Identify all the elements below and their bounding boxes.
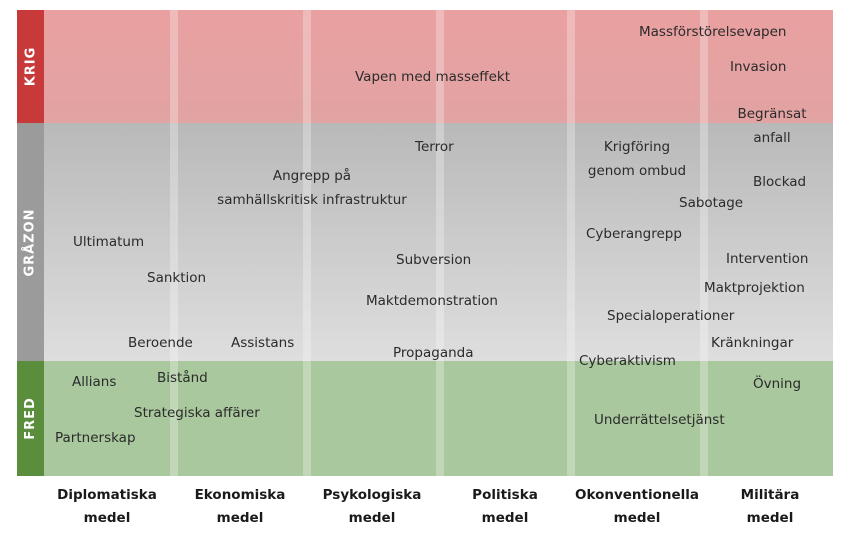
column-label-line1: Politiska [472,487,538,503]
item-massforstorelsevapen: Massförstörelsevapen [639,24,787,40]
column-label-ekonomiska: Ekonomiska medel [175,484,305,530]
item-begransat-anfall-line2: anfall [753,130,791,146]
item-maktprojektion: Maktprojektion [704,280,805,296]
item-allians: Allians [72,374,117,390]
item-ultimatum: Ultimatum [73,234,145,250]
item-begransat-anfall-line1: Begränsat [737,106,807,122]
item-specialoperationer: Specialoperationer [607,308,735,324]
item-propaganda: Propaganda [393,345,474,361]
column-label-line2: medel [348,510,396,526]
item-krigforing-line1: Krigföring [603,139,671,155]
column-label-line2: medel [83,510,131,526]
item-krigforing-line2: genom ombud [587,163,687,179]
column-label-line1: Diplomatiska [57,487,157,503]
column-label-line1: Militära [740,487,800,503]
column-divider [567,10,575,476]
column-divider [700,10,708,476]
column-label-line1: Psykologiska [322,487,422,503]
krig-band [44,10,833,123]
column-label-line2: medel [613,510,661,526]
column-label-line1: Ekonomiska [194,487,286,503]
column-label-psykologiska: Psykologiska medel [307,484,437,530]
item-underrattelsetjanst: Underrättelsetjänst [594,412,725,428]
column-label-line2: medel [746,510,794,526]
column-label-militara: Militära medel [705,484,835,530]
column-divider [170,10,178,476]
item-invasion: Invasion [730,59,787,75]
column-divider [436,10,444,476]
item-maktdemonstration: Maktdemonstration [366,293,498,309]
grazon-band [44,123,833,361]
item-cyberaktivism: Cyberaktivism [579,353,676,369]
item-blockad: Blockad [753,174,807,190]
item-angrepp-line1: Angrepp på [272,168,352,184]
item-ovning: Övning [753,376,802,392]
item-vapen-med-masseffekt: Vapen med masseffekt [355,69,511,85]
row-label-grazon-text: GRÅZON [23,207,39,277]
column-label-line2: medel [216,510,264,526]
item-beroende: Beroende [128,335,193,351]
item-partnerskap: Partnerskap [55,430,136,446]
fred-band [44,361,833,476]
item-angrepp-line2: samhällskritisk infrastruktur [217,192,407,208]
item-intervention: Intervention [726,251,809,267]
column-divider [303,10,311,476]
column-label-okonventionella: Okonventionella medel [572,484,702,530]
item-krigforing-genom-ombud: Krigföring genom ombud [582,135,692,183]
row-label-fred-text: FRED [23,397,38,440]
column-label-politiska: Politiska medel [440,484,570,530]
item-subversion: Subversion [396,252,472,268]
item-assistans: Assistans [231,335,295,351]
row-label-grazon: GRÅZON [17,123,44,361]
item-sabotage: Sabotage [679,195,744,211]
item-terror: Terror [415,139,454,155]
item-bistand: Bistånd [157,370,208,386]
column-label-line1: Okonventionella [574,487,700,503]
column-label-line2: medel [481,510,529,526]
row-label-fred: FRED [17,361,44,476]
row-label-krig: KRIG [17,10,44,123]
item-cyberangrepp: Cyberangrepp [586,226,682,242]
item-krankningar: Kränkningar [711,335,794,351]
row-label-krig-text: KRIG [23,46,38,87]
item-begransat-anfall: Begränsat anfall [728,102,816,150]
item-sanktion: Sanktion [147,270,207,286]
item-angrepp-infrastruktur: Angrepp på samhällskritisk infrastruktur [205,164,419,212]
item-strategiska-affarer: Strategiska affärer [134,405,260,421]
column-label-diplomatiska: Diplomatiska medel [42,484,172,530]
